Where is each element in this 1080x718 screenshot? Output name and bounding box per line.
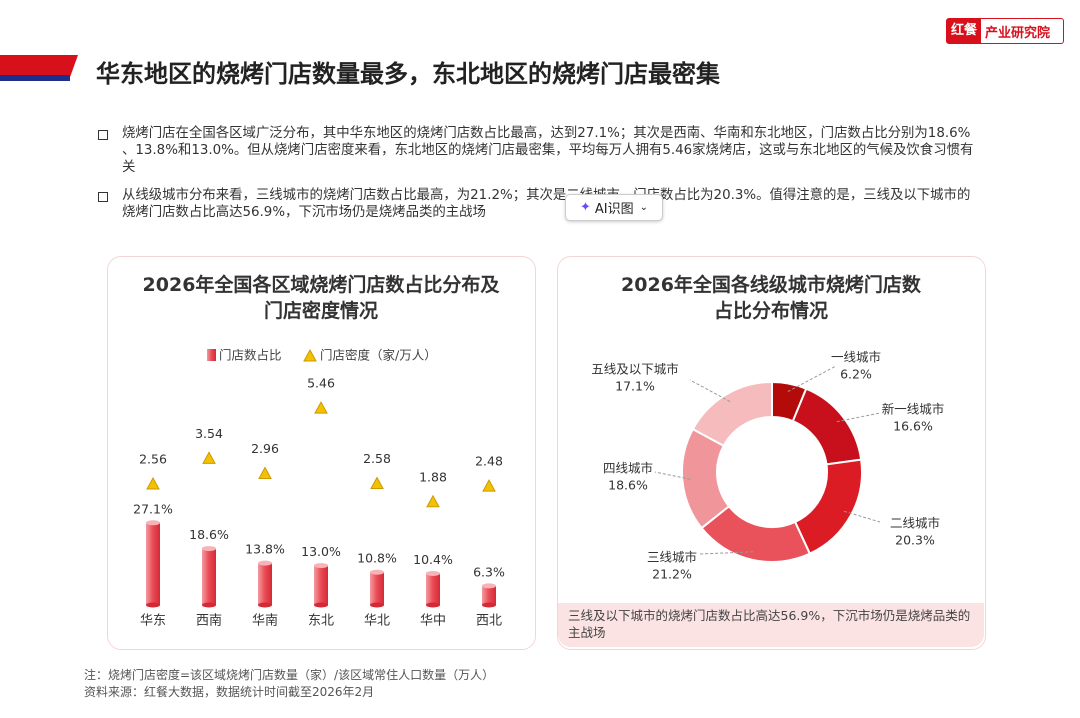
bar-cap	[370, 569, 384, 575]
footnote: 注：烧烤门店密度=该区域烧烤门店数量（家）/该区域常住人口数量（万人）	[84, 668, 495, 682]
leader-line	[787, 365, 837, 392]
chart-title: 2026年全国各线级城市烧烤门店数占比分布情况	[621, 274, 921, 322]
bullet-icon	[98, 130, 108, 140]
bar-cap	[482, 583, 496, 589]
slice-value: 16.6%	[893, 419, 933, 434]
bar-base	[258, 602, 272, 608]
bar-cap	[146, 520, 160, 526]
footnote: 资料来源：红餐大数据，数据统计时间截至2026年2月	[84, 685, 375, 699]
bar-cap	[426, 570, 440, 576]
chart-note: 三线及以下城市的烧烤门店数占比高达56.9%，下沉市场仍是烧烤品类的主战场	[558, 603, 984, 647]
bar-cap	[258, 560, 272, 566]
data-label: 13.0%	[301, 544, 341, 559]
slice-label: 一线城市	[831, 350, 881, 365]
leader-line	[689, 379, 731, 402]
bar-base	[146, 602, 160, 608]
leader-line	[654, 471, 691, 480]
page-title: 华东地区的烧烤门店数量最多，东北地区的烧烤门店最密集	[96, 60, 720, 88]
legend-swatch	[207, 349, 216, 361]
density-marker	[146, 476, 160, 490]
logo: 红餐 产业研究院	[946, 18, 1064, 44]
bar	[258, 563, 272, 605]
data-label: 5.46	[307, 376, 335, 391]
x-tick-label: 华南	[252, 613, 278, 629]
chart-card	[557, 256, 986, 650]
density-marker	[258, 466, 272, 480]
donut-slice	[793, 458, 863, 556]
bullet-icon	[98, 192, 108, 202]
x-tick-label: 华东	[140, 614, 166, 629]
slice-value: 21.2%	[652, 567, 692, 582]
data-label: 1.88	[419, 469, 447, 484]
data-label: 18.6%	[189, 527, 229, 542]
chart-title: 2026年全国各区域烧烤门店数占比分布及门店密度情况	[142, 274, 500, 322]
x-tick-label: 华中	[420, 614, 446, 629]
bullet-text: 烧烤门店在全国各区域广泛分布，其中华东地区的烧烤门店数占比最高，达到27.1%；…	[122, 126, 974, 175]
bar-base	[482, 602, 496, 608]
bar	[482, 585, 496, 605]
density-marker	[314, 401, 328, 414]
data-label: 10.8%	[357, 551, 397, 566]
bar	[426, 573, 440, 605]
bar	[202, 548, 216, 605]
bar	[370, 572, 384, 605]
logo-text: 产业研究院	[985, 25, 1051, 41]
bar-base	[202, 602, 216, 608]
x-tick-label: 东北	[308, 614, 334, 629]
x-tick-label: 西北	[476, 614, 502, 629]
donut-slice	[791, 387, 863, 466]
slice-label: 二线城市	[890, 516, 940, 531]
bar	[314, 565, 328, 605]
bar	[146, 522, 160, 605]
bar-cap	[202, 546, 216, 552]
legend-label: 门店密度（家/万人）	[320, 348, 437, 363]
data-label: 2.96	[251, 441, 279, 456]
x-tick-label: 西南	[196, 613, 222, 629]
density-marker	[303, 348, 317, 362]
density-marker	[202, 451, 216, 464]
ai-button[interactable]: ✦ AI识图 ⌄	[565, 194, 663, 221]
density-marker	[426, 494, 440, 508]
data-label: 2.58	[363, 451, 391, 466]
legend-label: 门店数占比	[219, 348, 282, 363]
x-tick-label: 华北	[364, 614, 390, 629]
chevron: ⌄	[639, 202, 649, 213]
data-label: 3.54	[195, 426, 223, 441]
slice-value: 18.6%	[608, 478, 648, 493]
slice-label: 四线城市	[603, 461, 653, 476]
bar-cap	[314, 563, 328, 569]
leader-line	[699, 551, 754, 555]
ai-button-label: AI识图	[594, 202, 634, 217]
slice-value: 20.3%	[895, 533, 935, 548]
data-label: 6.3%	[473, 564, 505, 579]
slice-value: 6.2%	[840, 367, 872, 382]
logo-mark: 红餐	[947, 19, 982, 43]
slice-label: 三线城市	[647, 550, 697, 565]
slice-label: 新一线城市	[882, 402, 945, 417]
density-marker	[482, 479, 496, 492]
header-bar-blue	[0, 75, 70, 81]
data-label: 27.1%	[133, 501, 173, 516]
slice-label: 五线及以下城市	[591, 362, 679, 377]
bar-base	[426, 602, 440, 608]
data-label: 2.48	[475, 454, 503, 469]
slice-value: 17.1%	[615, 379, 655, 394]
bullet-text: 从线级城市分布来看，三线城市的烧烤门店数占比最高，为21.2%；其次是二线城市，…	[122, 188, 971, 220]
leader-line	[843, 510, 881, 523]
data-label: 10.4%	[413, 552, 453, 567]
bar-base	[370, 602, 384, 608]
data-label: 2.56	[139, 452, 167, 467]
bar-base	[314, 602, 328, 608]
donut-slice	[691, 380, 773, 448]
leader-line	[836, 412, 881, 423]
data-label: 13.8%	[245, 542, 285, 557]
density-marker	[370, 476, 384, 489]
ai-icon: ✦	[579, 200, 591, 215]
